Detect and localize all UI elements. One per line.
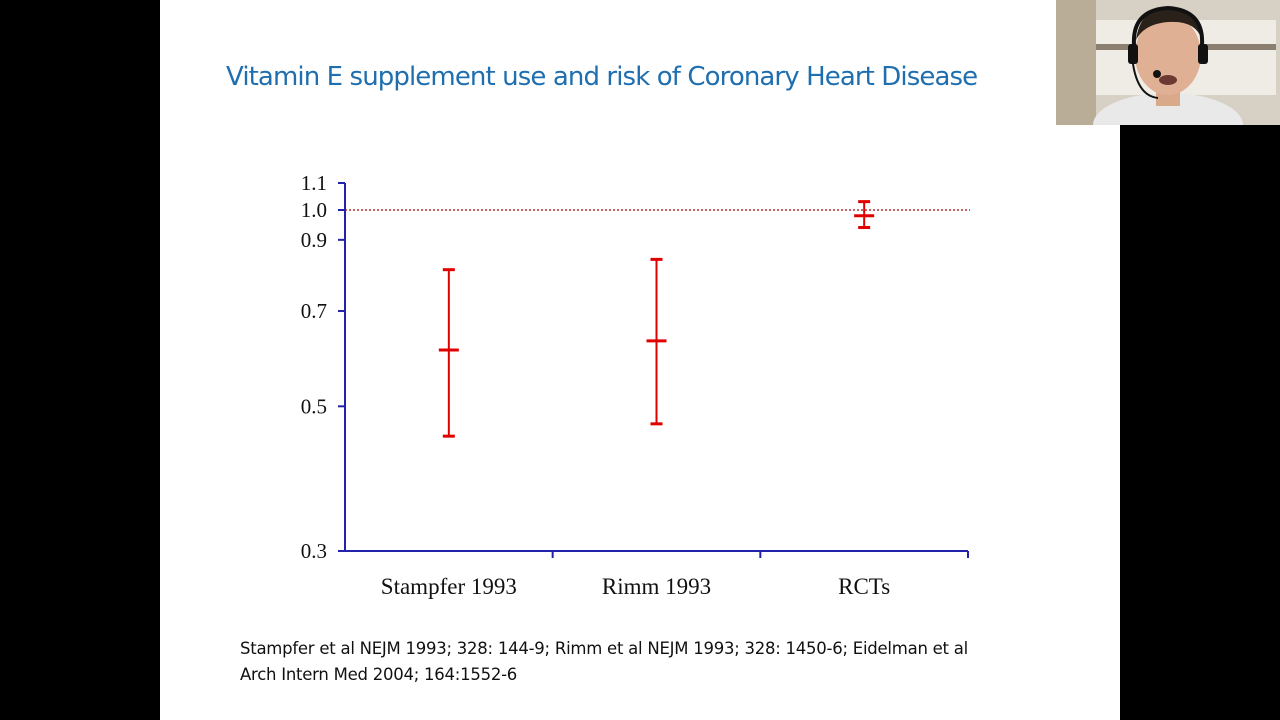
y-tick-label: 0.9 bbox=[301, 228, 327, 252]
y-tick-label: 1.0 bbox=[301, 198, 327, 222]
x-category-label: Stampfer 1993 bbox=[381, 574, 517, 599]
y-tick-label: 0.5 bbox=[301, 394, 327, 418]
citation-line: Arch Intern Med 2004; 164:1552-6 bbox=[240, 665, 518, 684]
x-category-label: RCTs bbox=[838, 574, 890, 599]
y-tick-label: 0.7 bbox=[301, 299, 327, 323]
presentation-slide: Vitamin E supplement use and risk of Cor… bbox=[160, 0, 1120, 720]
y-tick-label: 1.1 bbox=[301, 171, 327, 195]
presenter-webcam-icon bbox=[1056, 0, 1280, 125]
citation-line: Stampfer et al NEJM 1993; 328: 144-9; Ri… bbox=[240, 639, 968, 658]
citation-text: Stampfer et al NEJM 1993; 328: 144-9; Ri… bbox=[240, 636, 1060, 688]
x-category-label: Rimm 1993 bbox=[602, 574, 711, 599]
y-tick-label: 0.3 bbox=[301, 539, 327, 563]
forest-plot-chart: 0.3 0.5 0.7 0.9 1.0 1.1 Stampfer 1993 Rimm 1993… bbox=[301, 171, 970, 599]
slide-title: Vitamin E supplement use and risk of Cor… bbox=[226, 62, 978, 92]
